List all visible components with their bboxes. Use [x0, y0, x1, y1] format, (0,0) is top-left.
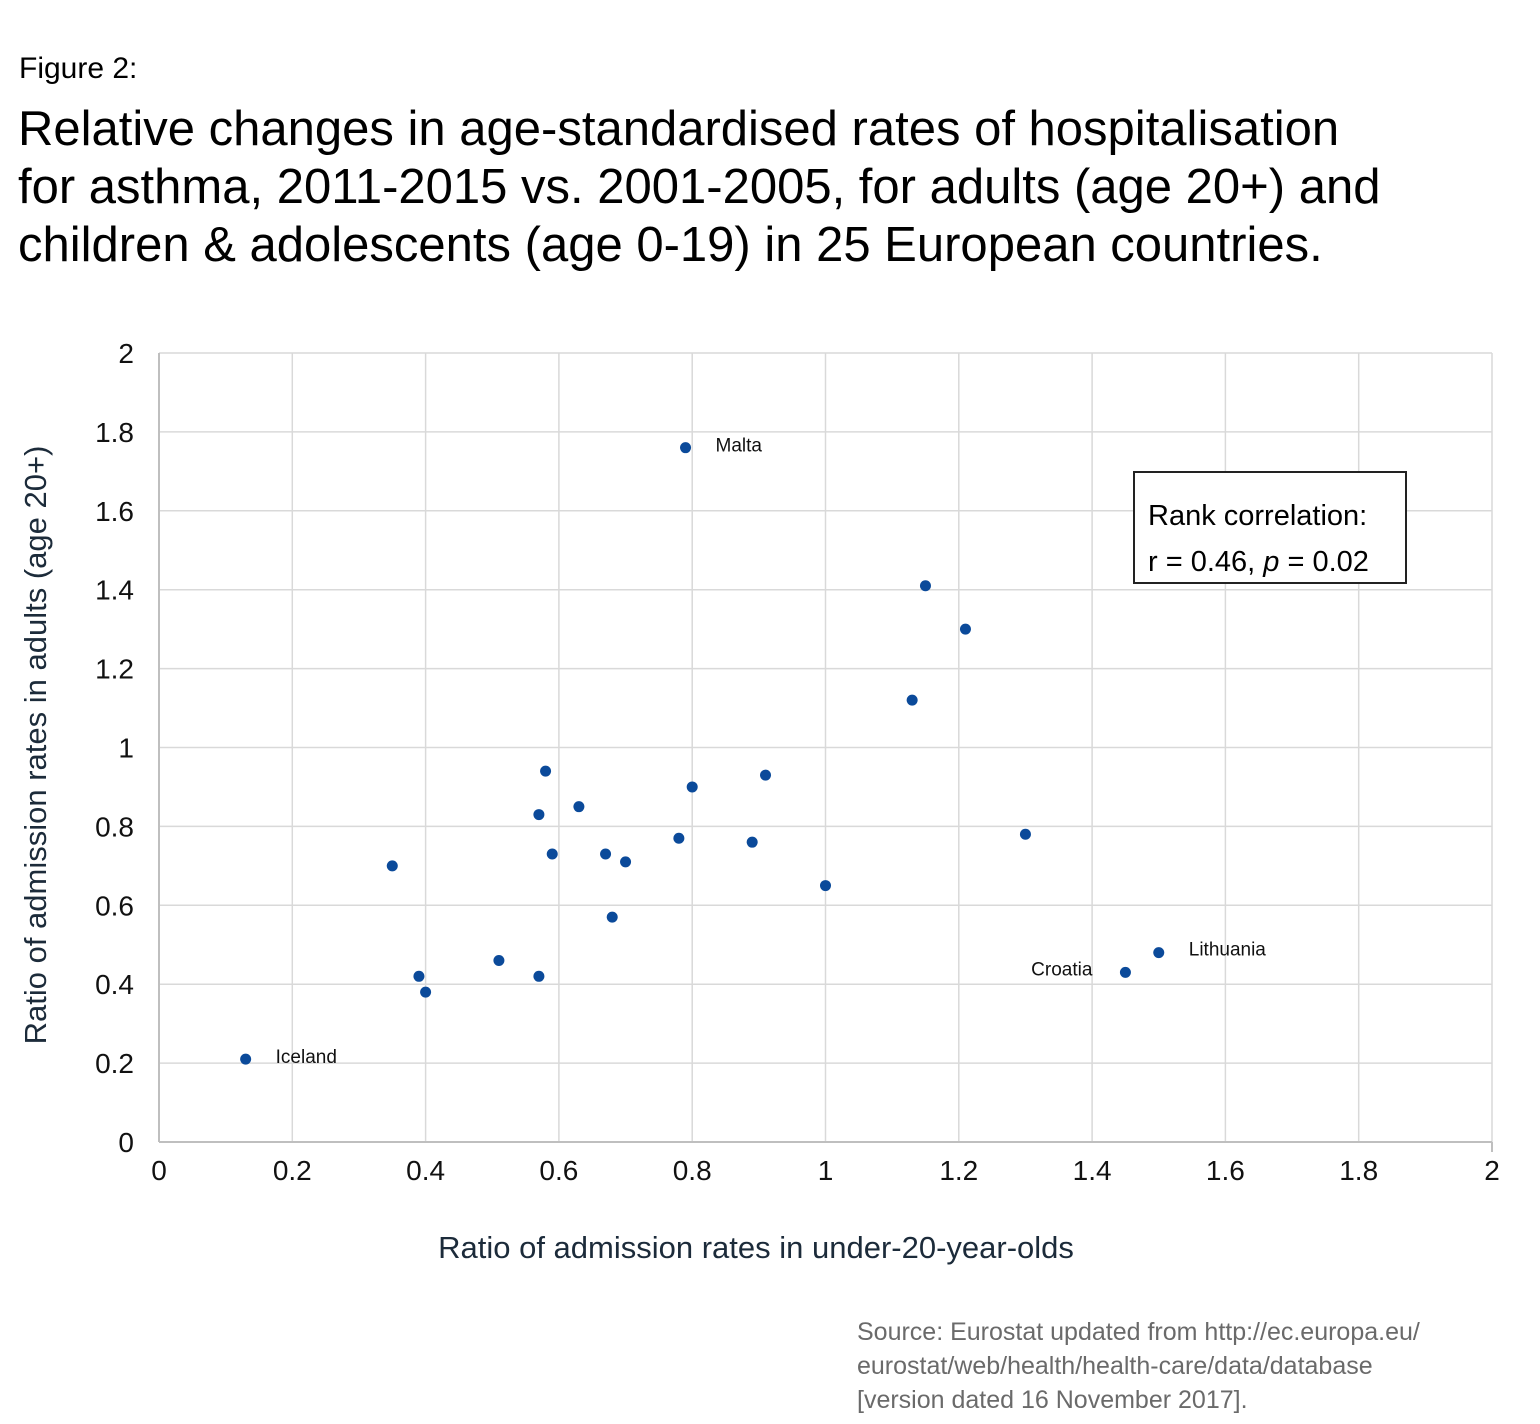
- data-point: [746, 836, 758, 848]
- y-tick-label: 1.2: [95, 654, 134, 685]
- x-tick-label: 1: [818, 1155, 834, 1186]
- source-line: Source: Eurostat updated from http://ec.…: [857, 1318, 1420, 1346]
- y-tick-label: 1.8: [95, 417, 134, 448]
- grid: [159, 352, 1493, 1142]
- data-point: [959, 623, 971, 635]
- data-point: [533, 809, 545, 821]
- y-tick-label: 1.6: [95, 496, 134, 527]
- data-point: [573, 801, 585, 813]
- chart-title-line: children & adolescents (age 0-19) in 25 …: [18, 218, 1323, 272]
- y-tick-label: 2: [118, 338, 134, 369]
- y-axis-title: Ratio of admission rates in adults (age …: [18, 446, 53, 1045]
- data-point: [919, 580, 931, 592]
- x-tick-label: 0.8: [673, 1155, 712, 1186]
- x-tick-label: 0.4: [406, 1155, 445, 1186]
- data-point: [620, 856, 632, 868]
- data-point: [820, 880, 831, 892]
- point-label: Lithuania: [1189, 940, 1267, 961]
- x-tick-label: 0.6: [539, 1155, 578, 1186]
- data-point: [493, 955, 505, 967]
- data-point: [686, 781, 698, 793]
- chart-title-line: for asthma, 2011-2015 vs. 2001-2005, for…: [18, 160, 1381, 214]
- data-point: [680, 442, 692, 454]
- data-point: [1119, 966, 1131, 978]
- chart-title: Relative changes in age-standardised rat…: [18, 100, 1518, 274]
- data-point: [240, 1053, 252, 1065]
- correlation-p-symbol: p: [1263, 546, 1280, 578]
- x-tick-label: 2: [1484, 1155, 1500, 1186]
- source-line: [version dated 16 November 2017].: [857, 1386, 1248, 1414]
- data-point: [760, 769, 772, 781]
- data-point: [600, 848, 612, 860]
- source-line: eurostat/web/health/health-care/data/dat…: [857, 1352, 1373, 1380]
- data-point: [1019, 828, 1031, 840]
- y-tick-label: 1: [118, 733, 134, 764]
- data-points: [240, 442, 1165, 1065]
- source-note: Source: Eurostat updated from http://ec.…: [857, 1315, 1517, 1417]
- x-tick-label: 0.2: [273, 1155, 312, 1186]
- y-tick-label: 0.6: [95, 890, 134, 921]
- x-tick-label: 1.4: [1073, 1155, 1112, 1186]
- y-tick-label: 0: [118, 1127, 134, 1158]
- y-tick-label: 1.4: [95, 575, 134, 606]
- data-point: [386, 860, 398, 872]
- chart-title-line: Relative changes in age-standardised rat…: [18, 102, 1340, 156]
- figure-label: Figure 2:: [19, 52, 138, 85]
- axes: [158, 353, 1493, 1152]
- data-point: [546, 848, 558, 860]
- point-labels: Iceland Malta Croatia Lithuania: [276, 436, 1267, 1068]
- correlation-p-value: = 0.02: [1279, 546, 1369, 578]
- data-point: [906, 694, 918, 706]
- rank-correlation-box: Rank correlation: r = 0.46, p = 0.02: [1133, 471, 1407, 584]
- point-label: Malta: [716, 436, 763, 457]
- x-tick-label: 1.6: [1206, 1155, 1245, 1186]
- y-tick-label: 0.2: [95, 1048, 134, 1079]
- correlation-title: Rank correlation:: [1148, 500, 1368, 532]
- y-tick-labels: 0 0.2 0.4 0.6 0.8 1 1.2 1.4 1.6 1.8 2: [95, 338, 134, 1158]
- correlation-r: r = 0.46,: [1148, 546, 1264, 578]
- x-tick-label: 1.2: [939, 1155, 978, 1186]
- point-label: Iceland: [276, 1047, 337, 1068]
- data-point: [1153, 947, 1165, 959]
- data-point: [420, 986, 432, 998]
- x-tick-label: 0: [151, 1155, 167, 1186]
- data-point: [606, 911, 618, 923]
- data-point: [673, 832, 685, 844]
- data-point: [540, 765, 552, 777]
- point-label: Croatia: [1031, 959, 1093, 980]
- x-axis-title: Ratio of admission rates in under-20-yea…: [438, 1230, 1074, 1265]
- y-tick-label: 0.8: [95, 811, 134, 842]
- data-point: [413, 970, 425, 982]
- correlation-value: r = 0.46, p = 0.02: [1148, 539, 1393, 585]
- data-point: [533, 970, 545, 982]
- x-tick-labels: 0 0.2 0.4 0.6 0.8 1 1.2 1.4 1.6 1.8 2: [151, 1155, 1500, 1186]
- x-tick-label: 1.8: [1339, 1155, 1378, 1186]
- y-tick-label: 0.4: [95, 969, 134, 1000]
